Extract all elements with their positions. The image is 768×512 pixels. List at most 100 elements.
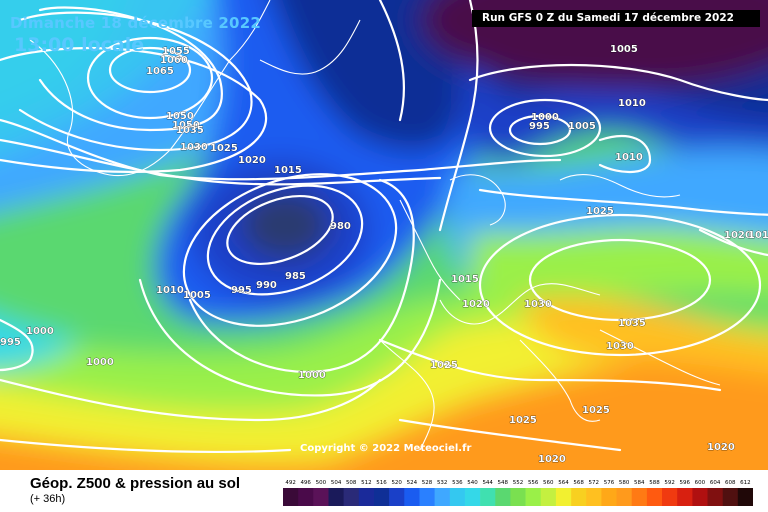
scale-tick-label: 520: [391, 480, 402, 486]
isobar-labels: 1055 1060 1065 1050 1050 1035 1030 1025 …: [0, 44, 768, 466]
isobar-label: 1010: [156, 285, 184, 296]
isobar-label: 1065: [146, 66, 174, 77]
scale-swatch: [283, 488, 299, 506]
scale-swatch: [555, 488, 572, 506]
scale-swatch: [510, 488, 526, 506]
isobar-label: 985: [285, 271, 306, 282]
isobar-label: 1050: [172, 120, 200, 131]
forecast-time: 13:00 locale: [14, 34, 145, 56]
isobar-label: 1050: [166, 111, 194, 122]
scale-tick-label: 548: [498, 480, 509, 486]
scale-tick-label: 540: [467, 480, 478, 486]
isobar-label: 1025: [586, 206, 614, 217]
scale-swatch: [480, 488, 496, 506]
scale-swatch: [434, 488, 451, 506]
isobar-label: 1025: [582, 405, 610, 416]
isobar-label: 1030: [524, 299, 552, 310]
scale-swatch: [449, 488, 466, 506]
scale-tick-label: 508: [346, 480, 357, 486]
isobar-label: 1015: [274, 165, 302, 176]
isobar-label: 995: [529, 121, 550, 132]
scale-swatch: [737, 488, 753, 506]
scale-swatch: [662, 488, 678, 506]
scale-swatch: [692, 488, 708, 506]
isobar-label: 1035: [618, 318, 646, 329]
forecast-date: Dimanche 18 décembre 2022: [10, 14, 261, 32]
isobar-label: 1000: [86, 357, 114, 368]
scale-swatch: [646, 488, 663, 506]
scale-tick-label: 552: [513, 480, 524, 486]
scale-tick-label: 588: [649, 480, 660, 486]
scale-swatch: [495, 488, 511, 506]
weather-map: 1055 1060 1065 1050 1050 1035 1030 1025 …: [0, 0, 768, 470]
isobar-label: 1005: [568, 121, 596, 132]
scale-tick-label: 496: [300, 480, 311, 486]
scale-tick-label: 492: [285, 480, 296, 486]
isobar-label: 1025: [430, 360, 458, 371]
isobar-label: 1015: [451, 274, 479, 285]
scale-tick-label: 612: [740, 480, 751, 486]
isobar-label: 980: [330, 221, 351, 232]
forecast-hour: (+ 36h): [30, 493, 66, 505]
isobar-label: 1020: [538, 454, 566, 465]
scale-swatch: [358, 488, 375, 506]
scale-tick-label: 512: [361, 480, 372, 486]
scale-swatch: [586, 488, 602, 506]
isobar-label: 995: [0, 337, 21, 348]
scale-swatch: [343, 488, 360, 506]
isobar-label: 1005: [183, 290, 211, 301]
isobar-label: 1055: [162, 46, 190, 57]
scale-tick-label: 560: [543, 480, 554, 486]
isobar-label: 1000: [298, 370, 326, 381]
scale-swatch: [298, 488, 314, 506]
isobar-label: 1020: [238, 155, 266, 166]
isobar-label: 1020: [724, 230, 752, 241]
scale-tick-label: 524: [407, 480, 418, 486]
scale-swatch: [464, 488, 481, 506]
scale-tick-label: 528: [422, 480, 433, 486]
map-title: Géop. Z500 & pression au sol: [30, 475, 241, 492]
isobar-label: 1015: [748, 230, 768, 241]
geopotential-field: [0, 0, 768, 470]
isobar-label: 995: [231, 285, 252, 296]
scale-tick-label: 596: [680, 480, 691, 486]
isobar-label: 1030: [180, 142, 208, 153]
scale-tick-label: 576: [604, 480, 615, 486]
model-run-info: Run GFS 0 Z du Samedi 17 décembre 2022: [472, 10, 760, 27]
scale-tick-label: 564: [558, 480, 569, 486]
scale-tick-label: 516: [376, 480, 387, 486]
scale-swatch: [419, 488, 435, 506]
scale-tick-label: 568: [573, 480, 584, 486]
isobar-label: 990: [256, 280, 277, 291]
scale-tick-label: 504: [331, 480, 342, 486]
scale-tick-label: 580: [619, 480, 630, 486]
scale-tick-label: 556: [528, 480, 539, 486]
scale-swatch: [601, 488, 617, 506]
scale-swatch: [707, 488, 723, 506]
color-scale: 492 496 500 504 508 512 516 520 524 528 532 536 540 5…: [283, 480, 753, 506]
isobar-label: 1000: [531, 112, 559, 123]
scale-swatch: [571, 488, 587, 506]
scale-swatch: [677, 488, 693, 506]
scale-tick-label: 584: [634, 480, 645, 486]
scale-tick-label: 572: [589, 480, 600, 486]
scale-tick-label: 500: [316, 480, 327, 486]
isobar-label: 1035: [176, 125, 204, 136]
scale-swatch: [389, 488, 405, 506]
scale-swatch: [404, 488, 420, 506]
scale-tick-label: 604: [710, 480, 721, 486]
isobar-label: 1005: [610, 44, 638, 55]
coastlines: [29, 0, 721, 451]
scale-swatch: [328, 488, 344, 506]
scale-swatch: [313, 488, 329, 506]
scale-swatch: [616, 488, 632, 506]
isobar-label: 1020: [462, 299, 490, 310]
scale-swatch: [540, 488, 557, 506]
isobar-label: 1000: [26, 326, 54, 337]
isobar-label: 1025: [210, 143, 238, 154]
isobar-label: 1010: [618, 98, 646, 109]
scale-tick-label: 592: [664, 480, 675, 486]
isobars: [0, 0, 768, 452]
isobar-label: 1020: [707, 442, 735, 453]
